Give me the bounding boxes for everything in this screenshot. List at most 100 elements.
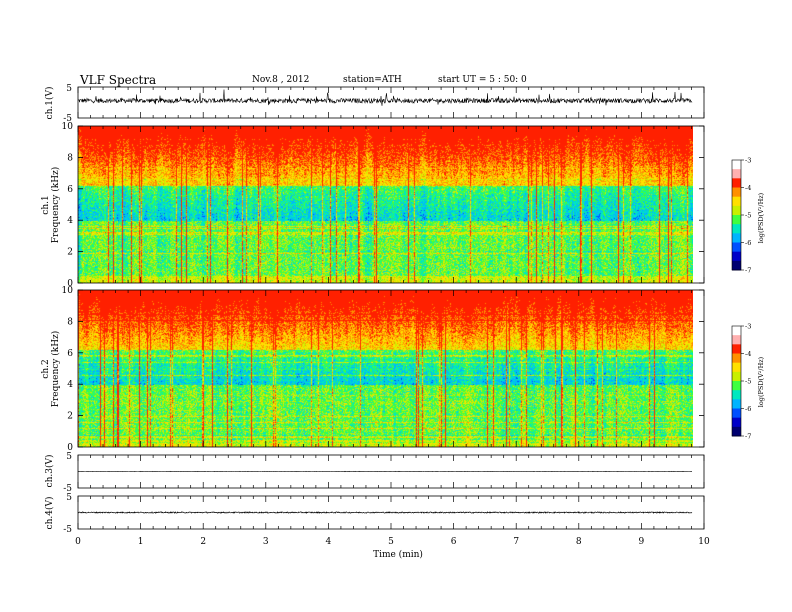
freq-tick-label: 0 [67,279,73,289]
figure-title: VLF Spectra [79,73,156,87]
colorbar-cell [732,205,741,209]
colorbar-tick-label: -3 [745,323,751,331]
colorbar-cell [732,327,741,331]
ch1-spectrogram-ylabel: Frequency (kHz) [50,167,61,244]
colorbar-cell [732,419,741,422]
colorbar-cell [732,417,741,420]
ch2-colorbar: -3 -4 -5 -6 -7 [731,323,751,441]
colorbar-tick-label: -7 [745,267,751,275]
colorbar-cell [732,160,741,163]
colorbar-cell [732,393,741,397]
colorbar-cell [732,434,741,437]
colorbar-cell [732,415,741,419]
colorbar-cell [732,227,741,231]
colorbar-cell [732,357,741,360]
time-tick-label: 5 [388,537,394,547]
colorbar-tick-label: -5 [745,378,751,386]
ch1-spectrogram-yticks: 0 2 4 6 8 10 [62,122,704,289]
ch4-ytick-bottom: -5 [63,525,72,535]
colorbar-cell [732,353,741,356]
colorbar-cell [732,395,741,398]
colorbar-cell [732,406,741,409]
colorbar-cell [732,209,741,212]
colorbar-cell [732,360,741,364]
colorbar-cell [732,246,741,249]
colorbar-cell [732,379,741,382]
ch1-waveform-panel: 5 -5 ch.1(V) [44,84,705,124]
colorbar-cell [732,220,741,223]
colorbar-cell [732,362,741,365]
figure-date: Nov.8 , 2012 [252,75,309,85]
time-axis-label: Time (min) [373,549,423,560]
colorbar-cell [732,161,741,165]
colorbar-cell [732,264,741,267]
colorbar-cell [732,388,741,391]
colorbar-cell [732,373,741,376]
colorbar-cell [732,196,741,199]
colorbar-cell [732,171,741,174]
colorbar-tick-label: -4 [745,350,751,358]
colorbar-cell [732,222,741,225]
colorbar-cell [732,340,741,343]
colorbar-cell [732,176,741,179]
colorbar-cell [732,266,741,269]
ch1-spectrogram-panel: 0 2 4 6 8 10 ch.1 Frequency (kHz) [41,122,705,289]
colorbar-cell [732,268,741,271]
colorbar-cell [732,428,741,431]
freq-tick-label: 6 [67,349,73,359]
colorbar-cell [732,235,741,238]
ch4-waveform-trace [77,511,693,514]
colorbar-cell [732,423,741,426]
ch3-ytick-bottom: -5 [63,484,72,494]
freq-tick-label: 2 [67,412,73,422]
figure-start-time: start UT = 5 : 50: 0 [438,75,527,85]
colorbar-cell [732,331,741,334]
freq-tick-label: 10 [62,286,74,296]
ch1-ytick-top: 5 [66,84,72,94]
ch2-spectrogram-panel: 0 2 4 6 8 10 ch.2 Frequency (kHz) [41,286,705,453]
colorbar-cell [732,255,741,258]
time-tick-label: 7 [513,537,519,547]
freq-tick-label: 8 [67,153,73,163]
colorbar-cell [732,337,741,340]
time-tick-label: 8 [576,537,582,547]
ch1-spectrogram-channel-label: ch.1 [41,195,51,214]
colorbar-cell [732,207,741,210]
colorbar-cell [732,262,741,265]
colorbar-cell [732,335,741,338]
ch2-spectrogram-yticks: 0 2 4 6 8 10 [62,286,704,453]
colorbar-cell [732,410,741,413]
colorbar-cell [732,238,741,242]
spec2-image [78,290,693,447]
colorbar-cell [732,368,741,371]
ch4-waveform-ylabel: ch.4(V) [44,497,55,530]
colorbar-cell [732,371,741,375]
colorbar-cell [732,355,741,358]
colorbar-cell [732,200,741,203]
colorbar-cell [732,338,741,342]
colorbar-cell [732,326,741,329]
colorbar-cell [732,211,741,214]
colorbar-cell [732,414,741,417]
colorbar-cell [732,370,741,373]
colorbar-cell [732,421,741,424]
freq-tick-label: 4 [67,216,73,226]
colorbar-cell [732,191,741,194]
colorbar-cell [732,253,741,256]
colorbar-cell [732,404,741,408]
colorbar-cell [732,180,741,183]
colorbar-cell [732,403,741,406]
colorbar-cell [732,259,741,262]
spec1-image [78,126,693,283]
colorbar-cell [732,213,741,216]
colorbar-cell [732,167,741,170]
colorbar-cell [732,392,741,395]
colorbar-cell [732,359,741,362]
colorbar-cell [732,163,741,166]
colorbar-cell [732,426,741,430]
colorbar-cell [732,216,741,220]
time-tick-label: 4 [326,537,332,547]
colorbar-cell [732,257,741,260]
colorbar-cell [732,185,741,188]
freq-tick-label: 10 [62,122,74,132]
